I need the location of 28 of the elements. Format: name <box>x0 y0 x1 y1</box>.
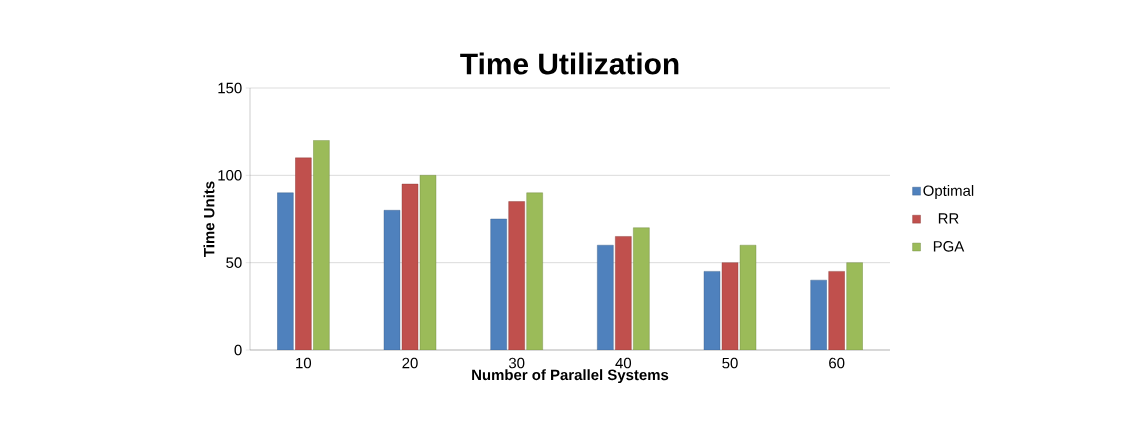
bar <box>277 192 294 350</box>
x-tick-label: 60 <box>829 357 845 369</box>
bar <box>295 157 312 350</box>
y-tick-label: 50 <box>226 257 242 268</box>
bar <box>633 227 650 350</box>
y-tick-label: 150 <box>218 82 242 94</box>
y-tick-label: 0 <box>234 344 242 356</box>
bar <box>828 271 845 350</box>
legend-label: Optimal <box>923 185 974 199</box>
bar <box>508 201 525 350</box>
x-tick-label: 50 <box>722 357 738 369</box>
legend-label: RR <box>938 213 959 224</box>
bar <box>615 236 632 350</box>
bar <box>313 140 330 350</box>
chart-title: Time Utilization <box>460 52 679 75</box>
bar <box>846 262 863 350</box>
x-axis-title: Number of Parallel Systems <box>472 369 669 384</box>
x-tick-label: 30 <box>508 357 525 369</box>
x-tick-label: 40 <box>615 357 632 369</box>
legend-label: PGA <box>933 241 965 252</box>
bar <box>597 245 614 350</box>
x-tick-label: 20 <box>402 357 418 369</box>
bar <box>810 279 827 350</box>
y-axis-title: Time Units <box>203 181 215 257</box>
y-tick-label: 100 <box>218 170 242 181</box>
bar <box>490 218 507 350</box>
x-tick-label: 10 <box>296 357 312 369</box>
bar <box>526 192 543 350</box>
